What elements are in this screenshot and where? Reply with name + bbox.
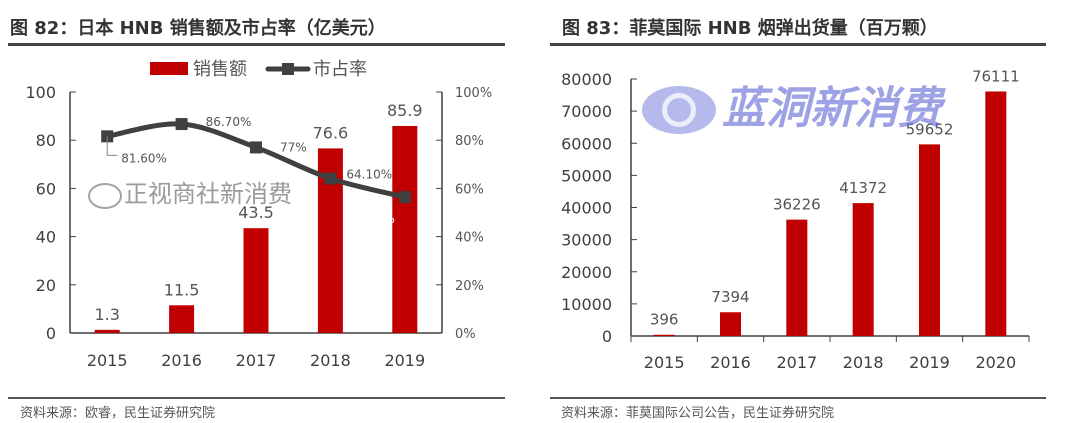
right-chart-x-tick-label: 2015 <box>644 353 685 372</box>
shipment-bar-label: 396 <box>650 311 679 329</box>
sales-bar-label: 1.3 <box>94 305 119 324</box>
right-chart-y-tick-label: 30000 <box>561 231 612 250</box>
shipment-bar <box>919 144 940 336</box>
left-y-tick-label: 80 <box>36 131 56 150</box>
shipment-bar-label: 59652 <box>906 120 954 138</box>
right-source-rule <box>550 397 1046 399</box>
wechat-icon <box>88 183 122 209</box>
legend-sales-label: 销售额 <box>193 59 247 80</box>
left-y-tick-label: 60 <box>36 179 56 198</box>
sales-bar <box>169 305 195 333</box>
right-chart-y-tick-label: 80000 <box>561 70 612 89</box>
market-share-marker <box>398 191 411 204</box>
right-chart-y-tick-label: 40000 <box>561 199 612 218</box>
left-y-tick-label: 20 <box>36 276 56 295</box>
left-y-tick-label: 100 <box>25 83 56 102</box>
right-source: 资料来源：菲莫国际公司公告，民生证券研究院 <box>561 406 835 421</box>
sales-bar <box>392 125 418 333</box>
shipment-bar <box>786 219 808 336</box>
sales-bar-label: 76.6 <box>313 123 349 142</box>
sales-bar-label: 43.5 <box>238 203 274 222</box>
shipment-bar <box>653 334 675 336</box>
market-share-label: 77% <box>280 140 307 154</box>
shipment-bar-label: 36226 <box>773 196 821 214</box>
shipment-bar <box>985 91 1007 337</box>
left-source: 资料来源：欧睿，民生证券研究院 <box>20 406 216 421</box>
market-share-label: 56.40% <box>349 212 395 226</box>
left-x-tick-label: 2018 <box>310 351 351 370</box>
market-share-label: 86.70% <box>206 115 252 129</box>
left-source-rule <box>8 397 505 399</box>
left-x-tick-label: 2019 <box>384 351 425 370</box>
right-y-tick-label: 80% <box>455 134 484 149</box>
left-chart-title: 图 82：日本 HNB 销售额及市占率（亿美元） <box>10 18 386 39</box>
legend-sales-swatch <box>150 62 188 75</box>
market-share-label: 64.10% <box>346 168 392 182</box>
shipment-bar-label: 7394 <box>711 288 749 306</box>
right-y-tick-label: 20% <box>455 279 484 294</box>
legend-share-marker <box>282 63 294 75</box>
right-title-rule <box>550 43 1046 46</box>
brand-eye-logo-icon <box>642 86 716 134</box>
shipment-bar-label: 76111 <box>972 67 1020 85</box>
right-chart-x-tick-label: 2017 <box>776 353 817 372</box>
right-chart-x-tick-label: 2016 <box>710 353 751 372</box>
shipment-bar-label: 41372 <box>839 179 887 197</box>
right-y-tick-label: 40% <box>455 231 484 246</box>
right-chart-x-tick-label: 2020 <box>975 353 1016 372</box>
right-y-tick-label: 100% <box>455 86 492 101</box>
label-leader-line <box>106 136 118 156</box>
shipment-bar <box>720 312 741 336</box>
left-y-tick-label: 40 <box>36 228 56 247</box>
sales-bar-label: 85.9 <box>387 101 423 120</box>
shipment-bar <box>852 203 874 336</box>
sales-bar <box>243 228 269 333</box>
sales-bar-label: 11.5 <box>164 280 200 299</box>
market-share-label: 81.60% <box>121 151 167 165</box>
wechat-watermark: 正视商社新消费 <box>124 180 292 208</box>
market-share-marker <box>175 118 188 131</box>
left-x-tick-label: 2017 <box>236 351 277 370</box>
right-chart-y-tick-label: 10000 <box>561 295 612 314</box>
left-y-tick-label: 0 <box>46 324 56 343</box>
right-chart-title: 图 83：菲莫国际 HNB 烟弹出货量（百万颗） <box>562 18 938 39</box>
left-x-tick-label: 2015 <box>87 351 128 370</box>
right-chart-y-tick-label: 60000 <box>561 134 612 153</box>
market-share-marker <box>324 172 337 185</box>
right-y-tick-label: 0% <box>455 327 476 342</box>
right-chart-y-tick-label: 20000 <box>561 263 612 282</box>
right-chart-y-tick-label: 70000 <box>561 102 612 121</box>
right-chart-y-tick-label: 0 <box>602 327 612 346</box>
right-chart-x-tick-label: 2019 <box>909 353 950 372</box>
right-chart-y-tick-label: 50000 <box>561 166 612 185</box>
brand-watermark: 蓝洞新消费 <box>722 83 942 134</box>
market-share-marker <box>250 141 262 154</box>
sales-bar <box>94 329 120 333</box>
legend-share-label: 市占率 <box>313 59 367 80</box>
right-y-tick-label: 60% <box>455 182 484 197</box>
left-x-tick-label: 2016 <box>161 351 202 370</box>
right-chart-x-tick-label: 2018 <box>843 353 884 372</box>
left-title-rule <box>8 43 505 46</box>
